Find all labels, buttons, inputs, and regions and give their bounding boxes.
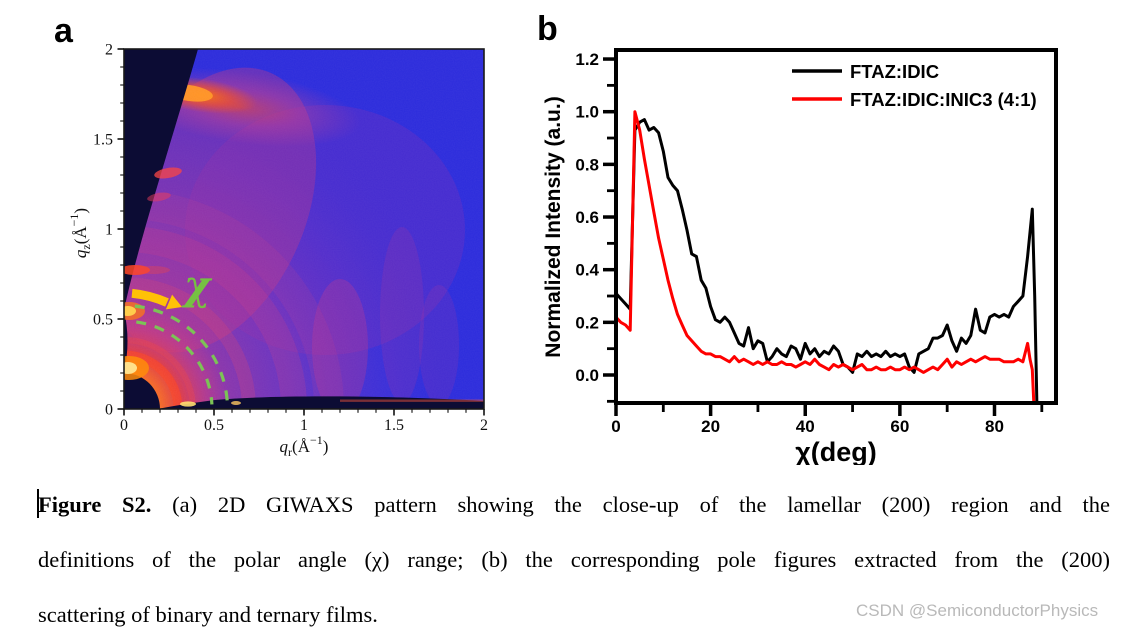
x-tick-label-a: 2 [480, 417, 488, 434]
x-tick-label-b: 60 [890, 417, 909, 436]
y-tick-label-a: 0.5 [93, 312, 113, 329]
caption-figure-label: Figure S2. [38, 492, 152, 517]
x-tick-label-a: 0.5 [204, 417, 224, 434]
chi-arrow [131, 288, 169, 307]
y-axis-title-a: qz(Å−1) [67, 208, 93, 258]
caption-line-1: Figure S2. (a) 2D GIWAXS pattern showing… [38, 477, 1110, 532]
legend-label: FTAZ:IDIC:INIC3 (4:1) [850, 89, 1037, 110]
x-tick-label-a: 1 [300, 417, 308, 434]
axis-ticks-a: 0 0.5 1 1.5 2 0 0.5 1 1.5 2 [93, 42, 488, 435]
pole-figure-chart: 0 20 40 60 80 0.0 0.2 0.4 0.6 0.8 1.0 1.2 FTAZ:IDIC… [542, 48, 1058, 465]
x-axis-title-b: χ(deg) [795, 437, 877, 465]
detector-noise [124, 49, 484, 409]
y-tick-label-b: 0.6 [575, 208, 599, 227]
panel-b-label: b [537, 10, 558, 48]
x-tick-label-b: 0 [611, 417, 620, 436]
roi-arc-inner [136, 320, 214, 405]
missing-wedge [124, 49, 198, 310]
y-tick-label-b: 0.2 [575, 313, 599, 332]
y-tick-label-b: 1.0 [575, 103, 599, 122]
horizon-shadow [158, 396, 484, 409]
figure-caption: Figure S2. (a) 2D GIWAXS pattern showing… [38, 477, 1110, 637]
y-tick-label-b: 0.8 [575, 155, 599, 174]
x-axis-title-a: qr(Å−1) [280, 433, 329, 459]
y-axis-title-b: Normalized Intensity (a.u.) [542, 96, 565, 357]
y-tick-label-a: 1 [105, 222, 113, 239]
x-tick-label-b: 40 [796, 417, 815, 436]
x-tick-label-a: 1.5 [384, 417, 404, 434]
y-tick-label-a: 0 [105, 402, 113, 419]
y-tick-label-b: 1.2 [575, 50, 599, 69]
caption-text: scattering of binary and ternary films. [38, 602, 378, 627]
giwaxs-2d-pattern: χ 0 0.5 1 1.5 2 0 0.5 1 1.5 2 qr(Å−1) qz(Å−1) [67, 42, 488, 460]
chi-symbol-label: χ [181, 262, 213, 309]
legend-label: FTAZ:IDIC [850, 61, 939, 82]
legend: FTAZ:IDIC FTAZ:IDIC:INIC3 (4:1) [792, 61, 1037, 110]
y-tick-label-a: 2 [105, 42, 113, 59]
y-tick-label-a: 1.5 [93, 132, 113, 149]
plot-frame-b [614, 48, 1058, 405]
watermark: CSDN @SemiconductorPhysics [856, 601, 1099, 620]
caption-text: definitions of the polar angle (χ) range… [38, 547, 1110, 572]
caption-text: (a) 2D GIWAXS pattern showing the close-… [151, 492, 1110, 517]
x-tick-label-a: 0 [120, 417, 128, 434]
caption-line-2: definitions of the polar angle (χ) range… [38, 532, 1110, 587]
horizon-scatter-line [340, 399, 484, 402]
chi-arrow-head [165, 294, 182, 310]
data-series [618, 110, 1039, 401]
x-tick-label-b: 80 [985, 417, 1004, 436]
text-cursor [37, 489, 39, 518]
beamstop [124, 373, 160, 409]
series-line-ftaz-idic [618, 118, 1039, 401]
x-tick-label-b: 20 [701, 417, 720, 436]
y-tick-label-b: 0.0 [575, 366, 599, 385]
axis-ticks-b: 0 20 40 60 80 0.0 0.2 0.4 0.6 0.8 1.0 1.2 [575, 50, 1044, 436]
caption-line-3: scattering of binary and ternary films. [38, 587, 1110, 637]
y-tick-label-b: 0.4 [575, 261, 599, 280]
series-line-ftaz-idic-inic3-4-1- [618, 110, 1036, 401]
detector-image: χ [124, 49, 484, 409]
panel-a-label: a [54, 12, 73, 50]
